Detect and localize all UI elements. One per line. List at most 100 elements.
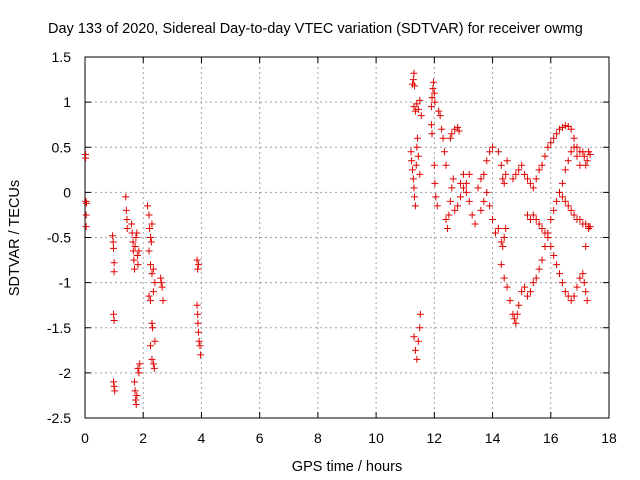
data-point bbox=[573, 143, 581, 151]
data-point bbox=[586, 223, 594, 231]
data-point bbox=[573, 283, 581, 291]
data-point bbox=[410, 69, 418, 77]
data-point bbox=[497, 238, 505, 246]
data-point bbox=[430, 89, 438, 97]
data-points bbox=[82, 69, 594, 408]
data-point bbox=[148, 319, 156, 327]
data-point bbox=[547, 243, 555, 251]
data-point bbox=[442, 215, 450, 223]
data-point bbox=[558, 123, 566, 131]
data-point bbox=[429, 78, 437, 86]
data-point bbox=[443, 224, 451, 232]
data-point bbox=[500, 179, 508, 187]
data-point bbox=[579, 148, 587, 156]
data-point bbox=[147, 238, 155, 246]
data-point bbox=[550, 134, 558, 142]
data-point bbox=[427, 121, 435, 129]
data-point bbox=[432, 193, 440, 201]
data-point bbox=[502, 224, 510, 232]
y-tick-label: 1 bbox=[63, 94, 71, 110]
data-point bbox=[570, 134, 578, 142]
data-point bbox=[131, 387, 139, 395]
data-point bbox=[417, 112, 425, 120]
data-point bbox=[411, 107, 419, 115]
data-point bbox=[414, 152, 422, 160]
data-point bbox=[583, 157, 591, 165]
data-point bbox=[194, 319, 202, 327]
x-tick-label: 16 bbox=[543, 430, 559, 446]
data-point bbox=[477, 175, 485, 183]
data-point bbox=[486, 202, 494, 210]
data-point bbox=[455, 127, 463, 135]
data-point bbox=[110, 268, 118, 276]
y-tick-label: -2 bbox=[59, 365, 72, 381]
data-point bbox=[567, 297, 575, 305]
data-point bbox=[82, 223, 90, 231]
data-point bbox=[553, 261, 561, 269]
data-point bbox=[131, 243, 139, 251]
data-point bbox=[497, 161, 505, 169]
data-point bbox=[194, 265, 202, 273]
data-point bbox=[468, 211, 476, 219]
data-point bbox=[136, 360, 144, 368]
data-point bbox=[134, 364, 142, 372]
data-point bbox=[149, 324, 157, 332]
data-point bbox=[483, 157, 491, 165]
data-point bbox=[564, 157, 572, 165]
y-tick-label: 0.5 bbox=[52, 139, 72, 155]
data-point bbox=[538, 224, 546, 232]
data-point bbox=[433, 202, 441, 210]
data-point bbox=[409, 175, 417, 183]
data-point bbox=[148, 270, 156, 278]
y-tick-label: -2.5 bbox=[47, 410, 71, 426]
data-point bbox=[149, 360, 157, 368]
data-point bbox=[523, 292, 531, 300]
data-point bbox=[193, 301, 201, 309]
data-point bbox=[474, 184, 482, 192]
data-point bbox=[416, 310, 424, 318]
data-point bbox=[483, 188, 491, 196]
data-point bbox=[410, 184, 418, 192]
data-point bbox=[128, 220, 136, 228]
data-point bbox=[541, 152, 549, 160]
data-point bbox=[550, 252, 558, 260]
data-point bbox=[582, 243, 590, 251]
x-tick-label: 10 bbox=[368, 430, 384, 446]
data-point bbox=[579, 270, 587, 278]
data-point bbox=[109, 232, 117, 240]
data-point bbox=[110, 244, 118, 252]
data-point bbox=[197, 351, 205, 359]
data-point bbox=[494, 224, 502, 232]
data-point bbox=[526, 288, 534, 296]
x-tick-label: 0 bbox=[81, 430, 89, 446]
data-point bbox=[158, 283, 166, 291]
data-point bbox=[529, 211, 537, 219]
data-point bbox=[556, 125, 564, 133]
data-point bbox=[462, 188, 470, 196]
data-point bbox=[535, 166, 543, 174]
data-point bbox=[489, 215, 497, 223]
data-point bbox=[451, 206, 459, 214]
data-point bbox=[439, 134, 447, 142]
data-point bbox=[486, 148, 494, 156]
data-point bbox=[110, 382, 118, 390]
data-point bbox=[585, 224, 593, 232]
data-point bbox=[145, 292, 153, 300]
data-point bbox=[193, 256, 201, 264]
data-point bbox=[544, 234, 552, 241]
data-point bbox=[82, 197, 90, 205]
data-point bbox=[512, 319, 520, 327]
data-point bbox=[132, 400, 140, 408]
data-point bbox=[133, 252, 141, 260]
data-point bbox=[503, 283, 511, 291]
data-point bbox=[442, 161, 450, 169]
data-point bbox=[129, 238, 137, 246]
data-point bbox=[414, 105, 422, 113]
data-point bbox=[446, 134, 454, 142]
data-point bbox=[576, 215, 584, 223]
data-point bbox=[502, 170, 510, 178]
data-point bbox=[414, 337, 422, 345]
data-point bbox=[445, 211, 453, 219]
data-point bbox=[109, 238, 117, 246]
data-point bbox=[132, 234, 140, 241]
